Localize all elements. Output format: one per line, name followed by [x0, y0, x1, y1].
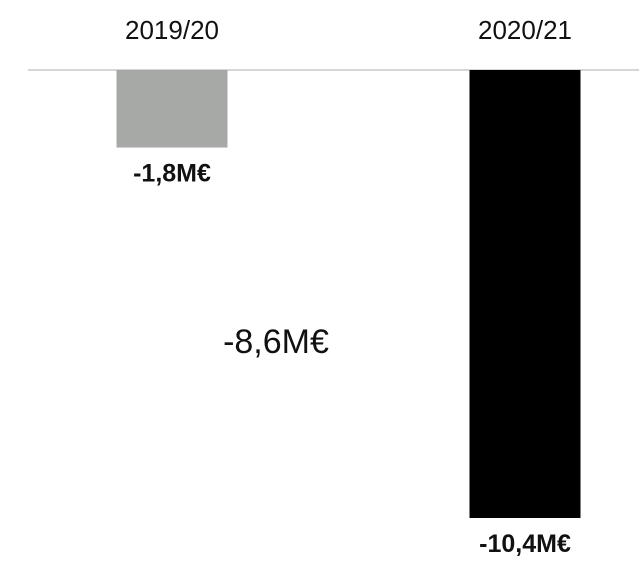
value-label-2019-20: -1,8M€ — [133, 160, 211, 188]
value-labels-layer: -1,8M€ -10,4M€ — [133, 160, 571, 558]
difference-annotation: -8,6M€ — [223, 323, 329, 361]
bar-2019-20 — [116, 70, 228, 148]
value-label-2020-21: -10,4M€ — [479, 530, 571, 558]
category-label-2019-20: 2019/20 — [125, 15, 219, 45]
bar-2020-21 — [469, 70, 581, 518]
annotations-layer: -8,6M€ — [223, 323, 329, 361]
bars-layer — [116, 70, 581, 518]
category-label-2020-21: 2020/21 — [478, 15, 572, 45]
category-labels-layer: 2019/20 2020/21 — [125, 15, 572, 45]
